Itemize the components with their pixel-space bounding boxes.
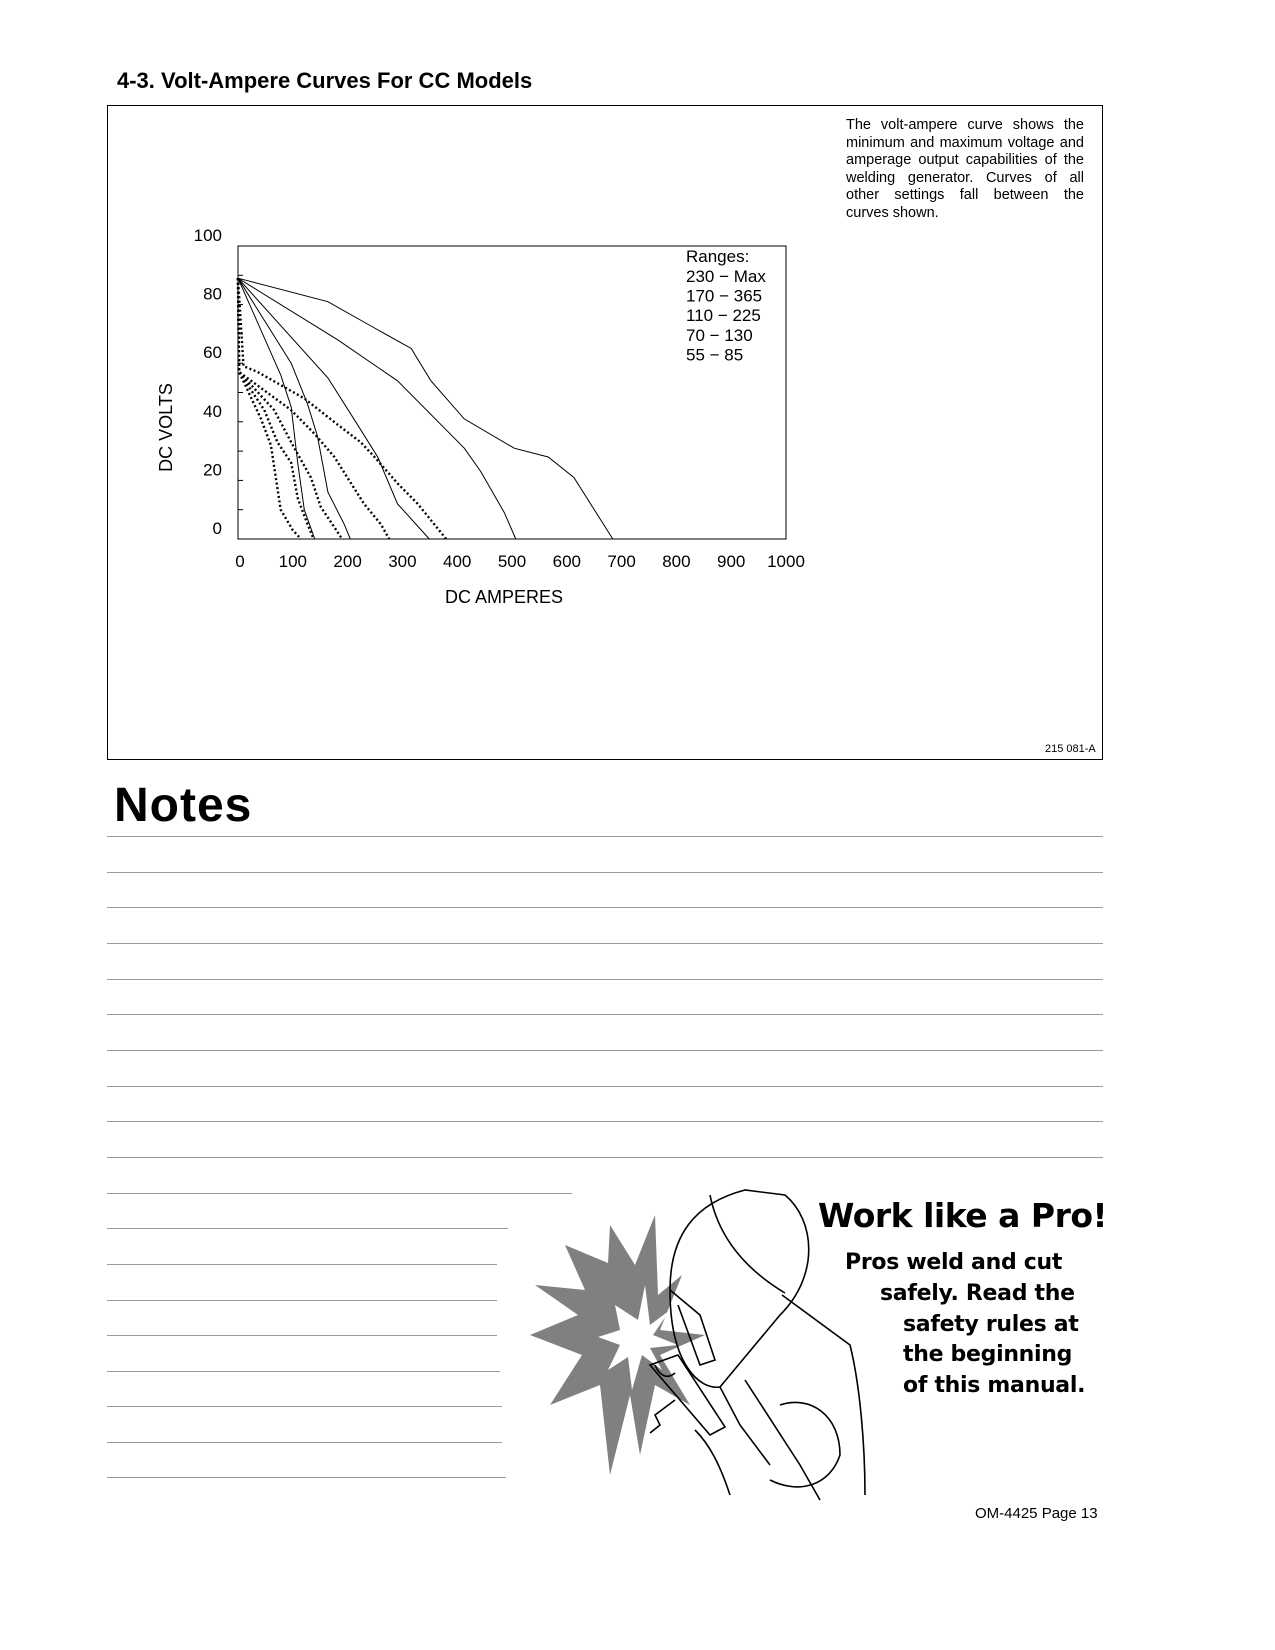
curve-solid-1 bbox=[237, 277, 517, 540]
curve-dotted-5 bbox=[236, 278, 448, 540]
legend-entry: 230 − Max bbox=[686, 267, 766, 286]
note-line bbox=[107, 1228, 508, 1229]
note-line bbox=[107, 836, 1103, 837]
note-line bbox=[107, 1264, 497, 1265]
x-axis-label: DC AMPERES bbox=[445, 587, 563, 607]
note-line bbox=[107, 1335, 497, 1336]
y-tick-label: 100 bbox=[194, 226, 222, 245]
x-tick-label: 600 bbox=[553, 552, 581, 571]
curve-solid-4 bbox=[237, 277, 316, 540]
figure-id: 215 081-A bbox=[1045, 743, 1096, 755]
promo-line: Pros weld and cut bbox=[845, 1250, 1063, 1275]
x-tick-label: 100 bbox=[279, 552, 307, 571]
note-line bbox=[107, 1442, 502, 1443]
x-tick-label: 1000 bbox=[767, 552, 805, 571]
figure-description: The volt-ampere curve shows the minimum … bbox=[846, 117, 1084, 221]
note-line bbox=[107, 1193, 572, 1194]
x-tick-label: 800 bbox=[662, 552, 690, 571]
y-tick-label: 60 bbox=[203, 343, 222, 362]
note-line bbox=[107, 979, 1103, 980]
figure-box: 100 80 60 40 20 0 0 100 200 300 400 500 600 700 800 900… bbox=[107, 105, 1103, 760]
curve-dotted-6 bbox=[236, 278, 391, 540]
section-title: 4-3. Volt-Ampere Curves For CC Models bbox=[117, 68, 533, 93]
legend-title: Ranges: bbox=[686, 247, 749, 266]
page-footer: OM-4425 Page 13 bbox=[975, 1505, 1098, 1522]
y-tick-label: 20 bbox=[203, 460, 222, 479]
note-line bbox=[107, 1121, 1103, 1122]
promo-line: of this manual. bbox=[903, 1373, 1086, 1398]
y-tick-label: 80 bbox=[203, 285, 222, 304]
note-line bbox=[107, 1157, 1103, 1158]
y-axis-label: DC VOLTS bbox=[156, 383, 176, 472]
curve-dotted-8 bbox=[236, 278, 315, 540]
note-line bbox=[107, 1014, 1103, 1015]
note-line bbox=[107, 1406, 502, 1407]
legend-entry: 110 − 225 bbox=[686, 306, 761, 325]
note-line bbox=[107, 943, 1103, 944]
note-line bbox=[107, 1300, 497, 1301]
curve-solid-0 bbox=[237, 277, 614, 540]
y-tick-label: 40 bbox=[203, 402, 222, 421]
legend-entry: 170 − 365 bbox=[686, 287, 762, 306]
promo-line: safely. Read the bbox=[880, 1281, 1075, 1306]
promo-line: safety rules at bbox=[903, 1312, 1079, 1337]
x-tick-label: 700 bbox=[607, 552, 635, 571]
curve-solid-2 bbox=[237, 277, 430, 540]
curve-dotted-7 bbox=[236, 278, 344, 540]
welder-figure bbox=[648, 1189, 866, 1501]
x-tick-label: 0 bbox=[235, 552, 244, 571]
legend-entry: 70 − 130 bbox=[686, 326, 753, 345]
note-line bbox=[107, 907, 1103, 908]
promo-line: the beginning bbox=[903, 1342, 1073, 1367]
x-tick-label: 900 bbox=[717, 552, 745, 571]
spark-burst-icon bbox=[530, 1215, 705, 1475]
x-tick-label: 300 bbox=[388, 552, 416, 571]
promo-title: Work like a Pro! bbox=[818, 1196, 1108, 1235]
note-line bbox=[107, 1050, 1103, 1051]
note-line bbox=[107, 1371, 500, 1372]
y-tick-label: 0 bbox=[213, 519, 222, 538]
note-line bbox=[107, 1086, 1103, 1087]
note-line bbox=[107, 872, 1103, 873]
x-tick-label: 400 bbox=[443, 552, 471, 571]
legend-entry: 55 − 85 bbox=[686, 345, 743, 364]
curve-dotted-9 bbox=[236, 278, 302, 540]
welder-illustration bbox=[530, 1189, 866, 1501]
x-tick-label: 200 bbox=[333, 552, 361, 571]
curve-solid-3 bbox=[237, 277, 351, 540]
notes-title: Notes bbox=[114, 779, 253, 832]
note-line bbox=[107, 1477, 506, 1478]
x-tick-label: 500 bbox=[498, 552, 526, 571]
